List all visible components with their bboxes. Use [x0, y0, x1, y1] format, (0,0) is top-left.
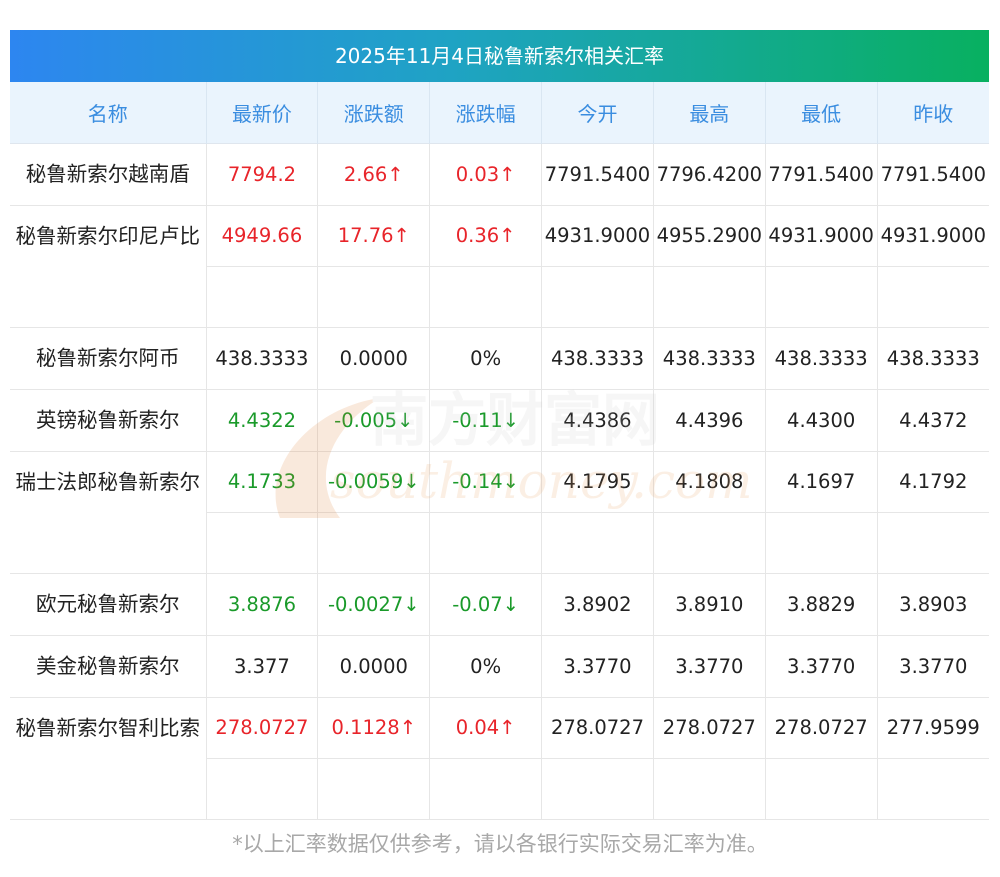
table-row: 欧元秘鲁新索尔 3.8876 -0.0027↓ -0.07↓ 3.8902 3.8910 3… [10, 573, 989, 636]
header-pct: 涨跌幅 [429, 82, 543, 144]
cell-prev: 438.3333 [877, 327, 989, 390]
cell-prev: 7791.5400 [877, 143, 989, 206]
cell-high: 7796.4200 [653, 143, 766, 206]
cell-high: 4.4396 [653, 389, 766, 452]
cell-latest: 278.0727 [206, 697, 319, 820]
cell-low: 3.8829 [765, 573, 878, 636]
table-title: 2025年11月4日秘鲁新索尔相关汇率 [10, 30, 989, 82]
cell-latest: 438.3333 [206, 327, 319, 390]
cell-pct: 0.36↑ [429, 205, 543, 328]
table-row: 秘鲁新索尔智利比索 278.0727 0.1128↑ 0.04↑ 278.0727 278… [10, 697, 989, 820]
header-row: 名称 最新价 涨跌额 涨跌幅 今开 最高 最低 昨收 [10, 82, 989, 144]
cell-change: 2.66↑ [317, 143, 431, 206]
cell-high: 3.8910 [653, 573, 766, 636]
cell-low: 7791.5400 [765, 143, 878, 206]
table-row: 秘鲁新索尔阿币 438.3333 0.0000 0% 438.3333 438.3333 4… [10, 327, 989, 390]
table-row: 瑞士法郎秘鲁新索尔 4.1733 -0.0059↓ -0.14↓ 4.1795 4.180… [10, 451, 989, 574]
cell-low: 4931.9000 [765, 205, 878, 328]
cell-open: 278.0727 [541, 697, 654, 820]
cell-pct: 0.04↑ [429, 697, 543, 820]
cell-latest: 4949.66 [206, 205, 319, 328]
cell-change: 0.0000 [317, 635, 431, 698]
row-name: 秘鲁新索尔印尼卢比 [10, 205, 207, 328]
cell-latest: 3.377 [206, 635, 319, 698]
cell-low: 3.3770 [765, 635, 878, 698]
cell-latest: 4.4322 [206, 389, 319, 452]
cell-high: 278.0727 [653, 697, 766, 820]
header-prev: 昨收 [877, 82, 989, 144]
row-name: 瑞士法郎秘鲁新索尔 [10, 451, 207, 574]
header-high: 最高 [653, 82, 766, 144]
cell-prev: 3.8903 [877, 573, 989, 636]
row-name: 英镑秘鲁新索尔 [10, 389, 207, 452]
cell-latest: 7794.2 [206, 143, 319, 206]
cell-latest: 4.1733 [206, 451, 319, 574]
cell-prev: 4.1792 [877, 451, 989, 574]
header-change: 涨跌额 [317, 82, 431, 144]
cell-change: -0.0027↓ [317, 573, 431, 636]
cell-change: 0.0000 [317, 327, 431, 390]
table-row: 秘鲁新索尔越南盾 7794.2 2.66↑ 0.03↑ 7791.5400 7796.42… [10, 143, 989, 206]
cell-pct: 0% [429, 327, 543, 390]
cell-open: 4931.9000 [541, 205, 654, 328]
row-name: 欧元秘鲁新索尔 [10, 573, 207, 636]
cell-pct: -0.14↓ [429, 451, 543, 574]
header-name: 名称 [10, 82, 207, 144]
table-row: 秘鲁新索尔印尼卢比 4949.66 17.76↑ 0.36↑ 4931.9000 4955… [10, 205, 989, 328]
cell-pct: 0.03↑ [429, 143, 543, 206]
cell-prev: 4.4372 [877, 389, 989, 452]
cell-open: 7791.5400 [541, 143, 654, 206]
table-row: 英镑秘鲁新索尔 4.4322 -0.005↓ -0.11↓ 4.4386 4.4396 4.… [10, 389, 989, 452]
cell-change: 17.76↑ [317, 205, 431, 328]
rate-table: 名称 最新价 涨跌额 涨跌幅 今开 最高 最低 昨收 秘鲁新索尔越南盾 7794.… [10, 82, 989, 820]
cell-prev: 3.3770 [877, 635, 989, 698]
row-name: 秘鲁新索尔智利比索 [10, 697, 207, 820]
cell-open: 3.3770 [541, 635, 654, 698]
cell-open: 3.8902 [541, 573, 654, 636]
cell-open: 4.4386 [541, 389, 654, 452]
cell-high: 4.1808 [653, 451, 766, 574]
cell-change: -0.005↓ [317, 389, 431, 452]
cell-low: 438.3333 [765, 327, 878, 390]
cell-prev: 277.9599 [877, 697, 989, 820]
cell-high: 4955.2900 [653, 205, 766, 328]
cell-pct: -0.11↓ [429, 389, 543, 452]
rate-table-container: 2025年11月4日秘鲁新索尔相关汇率 名称 最新价 涨跌额 涨跌幅 今开 最高… [10, 30, 989, 820]
cell-high: 3.3770 [653, 635, 766, 698]
cell-low: 4.4300 [765, 389, 878, 452]
cell-pct: -0.07↓ [429, 573, 543, 636]
cell-pct: 0% [429, 635, 543, 698]
row-name: 秘鲁新索尔阿币 [10, 327, 207, 390]
disclaimer-footer: *以上汇率数据仅供参考，请以各银行实际交易汇率为准。 [232, 832, 768, 856]
row-name: 美金秘鲁新索尔 [10, 635, 207, 698]
cell-latest: 3.8876 [206, 573, 319, 636]
cell-prev: 4931.9000 [877, 205, 989, 328]
header-open: 今开 [541, 82, 654, 144]
cell-low: 278.0727 [765, 697, 878, 820]
cell-open: 438.3333 [541, 327, 654, 390]
cell-open: 4.1795 [541, 451, 654, 574]
row-name: 秘鲁新索尔越南盾 [10, 143, 207, 206]
header-low: 最低 [765, 82, 878, 144]
header-latest: 最新价 [206, 82, 319, 144]
cell-high: 438.3333 [653, 327, 766, 390]
cell-change: -0.0059↓ [317, 451, 431, 574]
cell-low: 4.1697 [765, 451, 878, 574]
table-row: 美金秘鲁新索尔 3.377 0.0000 0% 3.3770 3.3770 3.3770 3.… [10, 635, 989, 698]
cell-change: 0.1128↑ [317, 697, 431, 820]
